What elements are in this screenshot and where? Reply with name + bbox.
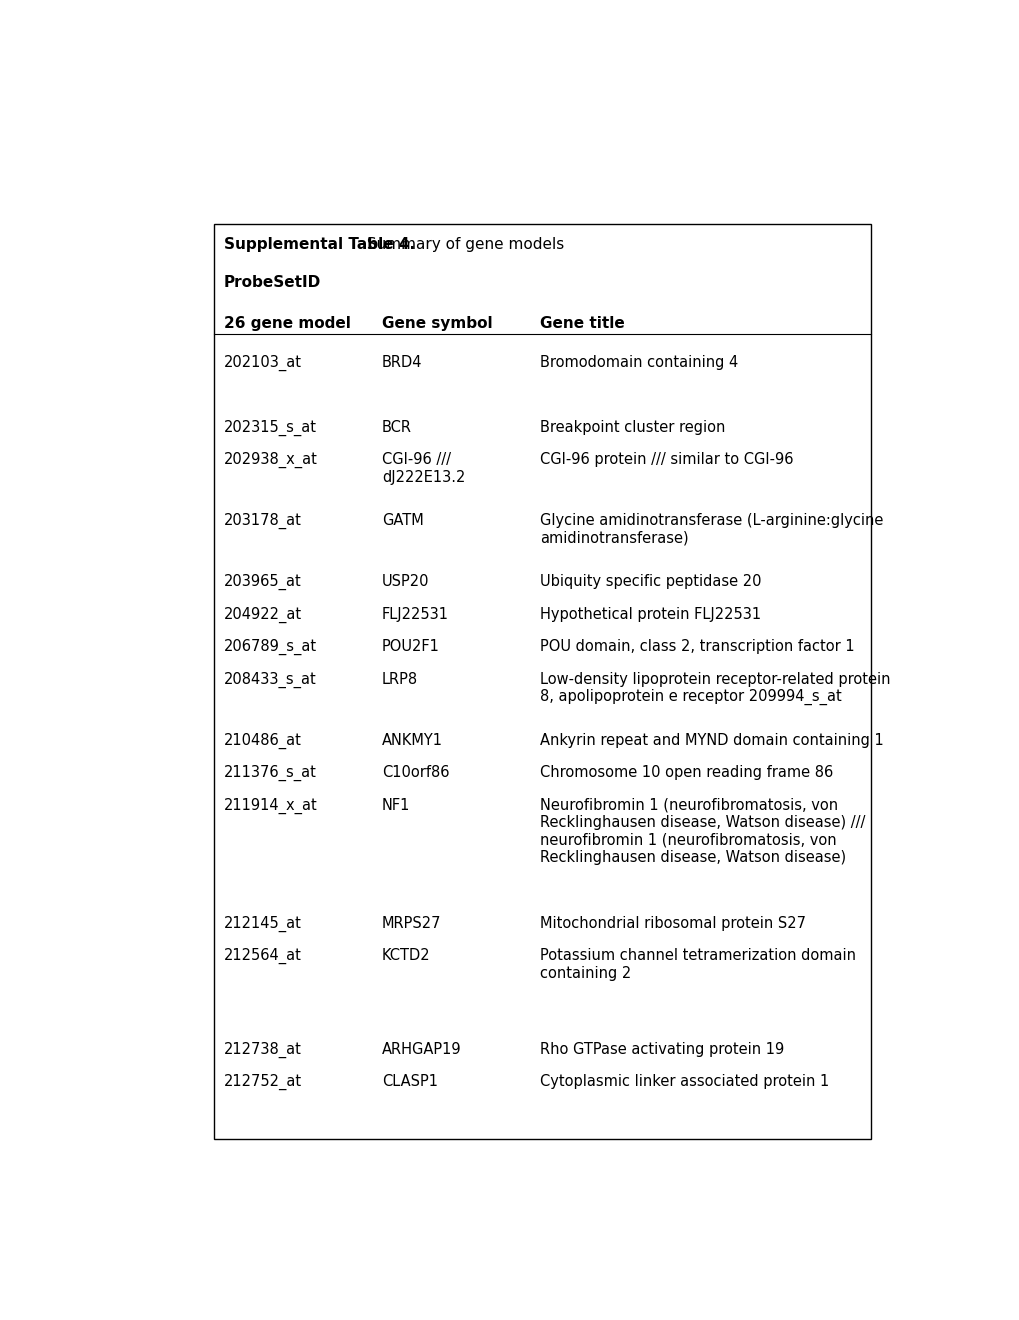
Text: Potassium channel tetramerization domain
containing 2: Potassium channel tetramerization domain… xyxy=(540,948,855,981)
Text: 202103_at: 202103_at xyxy=(224,355,302,371)
Text: 212752_at: 212752_at xyxy=(224,1074,302,1090)
Bar xyxy=(214,224,870,1139)
Text: CLASP1: CLASP1 xyxy=(382,1074,437,1089)
Text: 211914_x_at: 211914_x_at xyxy=(224,797,317,814)
Text: KCTD2: KCTD2 xyxy=(382,948,430,964)
Text: Ankyrin repeat and MYND domain containing 1: Ankyrin repeat and MYND domain containin… xyxy=(540,733,883,747)
Text: Neurofibromin 1 (neurofibromatosis, von
Recklinghausen disease, Watson disease) : Neurofibromin 1 (neurofibromatosis, von … xyxy=(540,797,865,865)
Text: Chromosome 10 open reading frame 86: Chromosome 10 open reading frame 86 xyxy=(540,766,833,780)
Text: Cytoplasmic linker associated protein 1: Cytoplasmic linker associated protein 1 xyxy=(540,1074,828,1089)
Text: MRPS27: MRPS27 xyxy=(382,916,441,931)
Text: POU2F1: POU2F1 xyxy=(382,639,439,655)
Text: Summary of gene models: Summary of gene models xyxy=(362,236,564,252)
Text: 211376_s_at: 211376_s_at xyxy=(224,766,317,781)
Text: Gene title: Gene title xyxy=(540,315,625,331)
Text: BRD4: BRD4 xyxy=(382,355,422,370)
Text: Glycine amidinotransferase (L-arginine:glycine
amidinotransferase): Glycine amidinotransferase (L-arginine:g… xyxy=(540,513,882,545)
Text: 212738_at: 212738_at xyxy=(224,1041,302,1057)
Text: 202315_s_at: 202315_s_at xyxy=(224,420,317,436)
Text: CGI-96 protein /// similar to CGI-96: CGI-96 protein /// similar to CGI-96 xyxy=(540,453,793,467)
Text: 202938_x_at: 202938_x_at xyxy=(224,453,318,469)
Text: BCR: BCR xyxy=(382,420,412,434)
Text: Rho GTPase activating protein 19: Rho GTPase activating protein 19 xyxy=(540,1041,784,1056)
Text: Ubiquity specific peptidase 20: Ubiquity specific peptidase 20 xyxy=(540,574,761,589)
Text: 203965_at: 203965_at xyxy=(224,574,302,590)
Text: CGI-96 ///
dJ222E13.2: CGI-96 /// dJ222E13.2 xyxy=(382,453,465,484)
Text: FLJ22531: FLJ22531 xyxy=(382,607,448,622)
Text: Low-density lipoprotein receptor-related protein
8, apolipoprotein e receptor 20: Low-density lipoprotein receptor-related… xyxy=(540,672,890,705)
Text: ProbeSetID: ProbeSetID xyxy=(224,276,321,290)
Text: ANKMY1: ANKMY1 xyxy=(382,733,442,747)
Text: 212564_at: 212564_at xyxy=(224,948,302,965)
Text: Hypothetical protein FLJ22531: Hypothetical protein FLJ22531 xyxy=(540,607,760,622)
Text: LRP8: LRP8 xyxy=(382,672,418,686)
Text: USP20: USP20 xyxy=(382,574,429,589)
Text: C10orf86: C10orf86 xyxy=(382,766,449,780)
Text: Supplemental Table 4.: Supplemental Table 4. xyxy=(224,236,415,252)
Text: POU domain, class 2, transcription factor 1: POU domain, class 2, transcription facto… xyxy=(540,639,854,655)
Text: ARHGAP19: ARHGAP19 xyxy=(382,1041,462,1056)
Text: 210486_at: 210486_at xyxy=(224,733,302,748)
Text: Bromodomain containing 4: Bromodomain containing 4 xyxy=(540,355,738,370)
Text: 208433_s_at: 208433_s_at xyxy=(224,672,316,688)
Text: 203178_at: 203178_at xyxy=(224,513,302,529)
Text: Gene symbol: Gene symbol xyxy=(382,315,492,331)
Text: 206789_s_at: 206789_s_at xyxy=(224,639,317,655)
Text: NF1: NF1 xyxy=(382,797,410,813)
Text: 204922_at: 204922_at xyxy=(224,607,302,623)
Text: GATM: GATM xyxy=(382,513,423,528)
Text: Breakpoint cluster region: Breakpoint cluster region xyxy=(540,420,725,434)
Text: 212145_at: 212145_at xyxy=(224,916,302,932)
Text: Mitochondrial ribosomal protein S27: Mitochondrial ribosomal protein S27 xyxy=(540,916,805,931)
Text: 26 gene model: 26 gene model xyxy=(224,315,351,331)
